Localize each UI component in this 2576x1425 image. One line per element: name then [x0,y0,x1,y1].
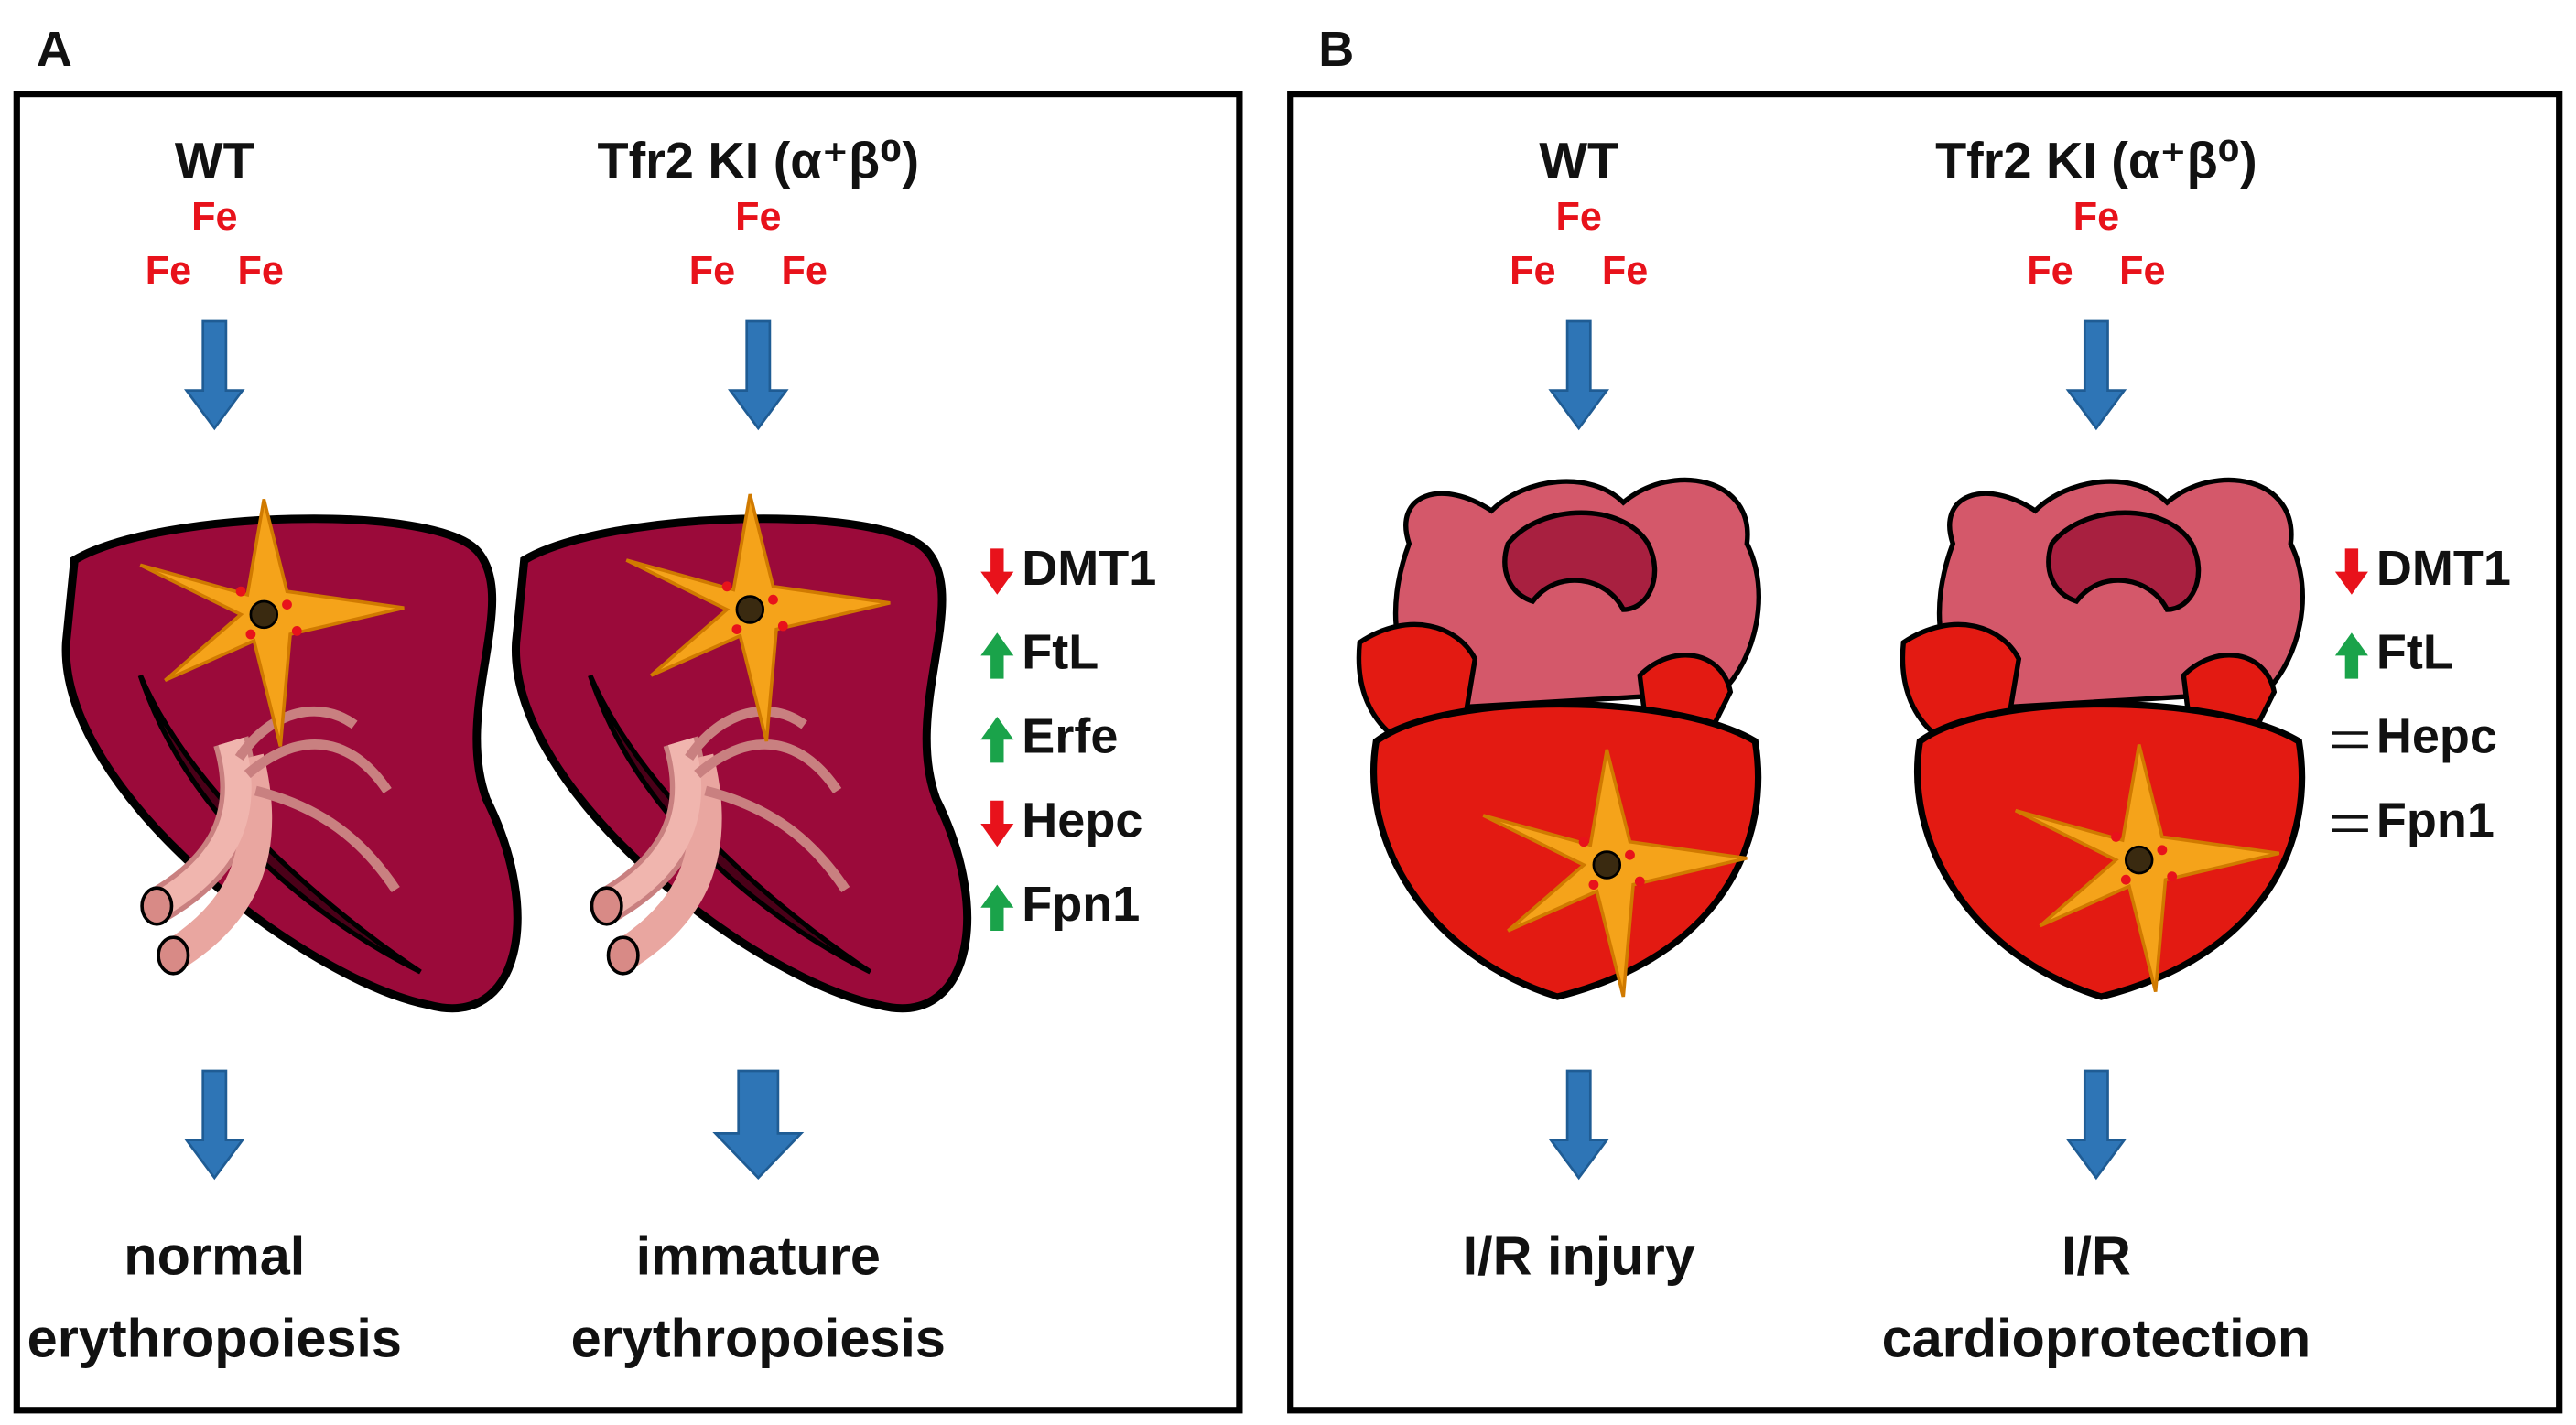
outcome-text: erythropoiesis [27,1308,402,1369]
marker-icon [2332,731,2368,749]
marker-icon [980,548,1014,595]
marker-icon [2334,548,2368,595]
flow-arrow [185,1069,244,1180]
marker-icon [980,884,1014,931]
flow-arrow [185,319,244,430]
iron-label: Fe [191,195,237,239]
iron-label: Fe [1555,195,1601,239]
iron-label: Fe [1510,249,1555,293]
iron-label: Fe [735,195,781,239]
iron-label: Fe [2119,249,2165,293]
marker-label: Hepc [1022,793,1142,847]
column-title: WT [1539,132,1618,189]
iron-label: Fe [781,249,827,293]
marker-label: DMT1 [1022,541,1156,596]
column-title: Tfr2 KI (α⁺β⁰) [597,132,919,189]
iron-label: Fe [237,249,283,293]
up-arrow [980,884,1014,931]
outcome-text: erythropoiesis [571,1308,946,1369]
panel-label: B [1318,22,1354,77]
outcome-text: normal [124,1225,305,1287]
marker-label: Erfe [1022,708,1118,763]
iron-label: Fe [2027,249,2073,293]
marker-label: Hepc [2376,708,2497,763]
marker-icon [980,632,1014,679]
flow-arrow [2066,1069,2126,1180]
flow-arrow [2066,319,2126,430]
marker-icon [2334,632,2368,679]
heart-illustration [1358,480,1759,997]
marker-icon [980,800,1014,847]
column-title: WT [175,132,254,189]
panel-box [1287,91,2563,1414]
flow-arrow [714,1069,803,1180]
down-arrow [980,548,1014,595]
outcome-text: immature [636,1225,881,1287]
outcome-text: I/R [2062,1225,2131,1287]
iron-label: Fe [689,249,735,293]
outcome-text: I/R injury [1463,1225,1695,1287]
panel-box [13,91,1243,1414]
marker-icon [2332,815,2368,832]
iron-label: Fe [146,249,191,293]
marker-icon [980,717,1014,763]
marker-label: FtL [1022,625,1099,680]
down-arrow [2334,548,2368,595]
marker-label: FtL [2376,625,2453,680]
marker-label: DMT1 [2376,541,2511,596]
heart-illustration [1902,480,2302,997]
up-arrow [2334,632,2368,679]
flow-arrow [729,319,788,430]
up-arrow [980,717,1014,763]
iron-label: Fe [1602,249,1648,293]
iron-label: Fe [2073,195,2119,239]
flow-arrow [1549,319,1608,430]
outcome-text: cardioprotection [1882,1308,2311,1369]
marker-label: Fpn1 [1022,877,1140,932]
panel-label: A [37,22,72,77]
up-arrow [980,632,1014,679]
column-title: Tfr2 KI (α⁺β⁰) [1935,132,2257,189]
marker-label: Fpn1 [2376,793,2495,847]
flow-arrow [1549,1069,1608,1180]
down-arrow [980,800,1014,847]
